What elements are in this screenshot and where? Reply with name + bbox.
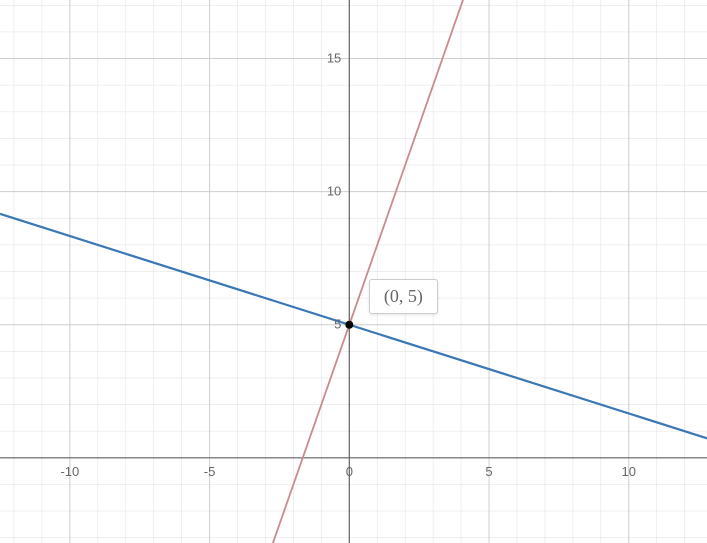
tooltip-label: (0, 5) bbox=[384, 286, 423, 306]
chart-container[interactable]: -10 -5 0 5 10 5 10 15 (0, 5) bbox=[0, 0, 707, 543]
chart-svg: -10 -5 0 5 10 5 10 15 bbox=[0, 0, 707, 543]
point-tooltip: (0, 5) bbox=[369, 279, 438, 314]
x-tick-label: -5 bbox=[204, 464, 216, 479]
x-tick-label: 5 bbox=[485, 464, 492, 479]
x-tick-label: 10 bbox=[622, 464, 636, 479]
y-tick-label: 5 bbox=[334, 317, 341, 332]
y-tick-label: 10 bbox=[327, 184, 341, 199]
x-tick-label: -10 bbox=[60, 464, 79, 479]
x-tick-label: 0 bbox=[346, 464, 353, 479]
intersection-point bbox=[345, 321, 353, 329]
y-tick-label: 15 bbox=[327, 51, 341, 66]
